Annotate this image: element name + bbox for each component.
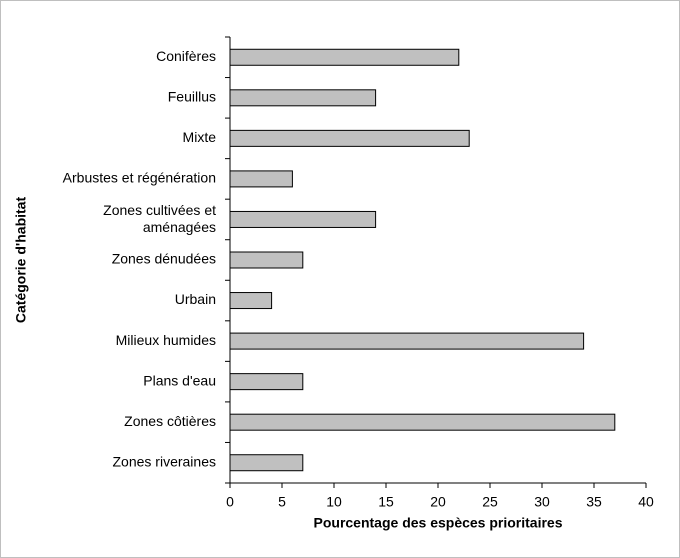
bar [229, 170, 293, 188]
y-tick-label: Arbustes et régénération [63, 170, 216, 186]
y-tick-label: Conifères [156, 48, 216, 64]
bar [229, 454, 304, 472]
bar [229, 251, 304, 269]
y-tick-label: Urbain [175, 291, 216, 307]
y-tick-label: Mixte [183, 129, 217, 145]
x-tick-label: 30 [534, 494, 550, 510]
bar [229, 210, 377, 228]
y-tick-label: Zones cultivées et aménagées [103, 202, 216, 235]
y-tick-label: Feuillus [168, 89, 216, 105]
bar [229, 89, 377, 107]
y-axis-title: Catégorie d'habitat [13, 197, 29, 324]
y-tick-label: Zones riveraines [113, 453, 217, 469]
x-tick-label: 15 [378, 494, 394, 510]
x-tick-label: 10 [326, 494, 342, 510]
y-tick-label: Zones dénudées [112, 251, 216, 267]
bar [229, 332, 585, 350]
bar [229, 129, 470, 147]
bar [229, 48, 460, 66]
y-tick-label: Zones côtières [124, 413, 216, 429]
y-tick-label: Plans d'eau [143, 372, 216, 388]
bar [229, 413, 616, 431]
bar [229, 292, 273, 310]
x-tick-label: 40 [638, 494, 654, 510]
x-tick-label: 5 [278, 494, 286, 510]
x-tick-label: 0 [226, 494, 234, 510]
x-tick-label: 25 [482, 494, 498, 510]
x-axis-title: Pourcentage des espèces prioritaires [314, 515, 563, 531]
bar [229, 373, 304, 391]
x-tick-label: 35 [586, 494, 602, 510]
x-tick-label: 20 [430, 494, 446, 510]
y-tick-label: Milieux humides [116, 332, 216, 348]
